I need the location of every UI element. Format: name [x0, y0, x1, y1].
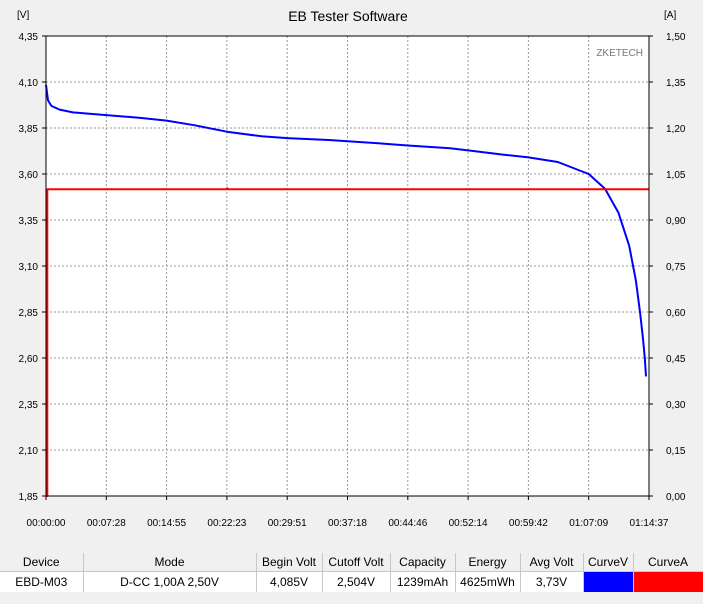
right-tick-label: 0,45: [666, 354, 686, 365]
cell-curve-a: [633, 571, 703, 592]
x-tick-label: 00:37:18: [328, 518, 367, 529]
left-tick-label: 4,10: [19, 78, 39, 89]
x-tick-label: 00:29:51: [268, 518, 307, 529]
left-tick-label: 3,10: [19, 262, 39, 273]
left-axis-ticks: 4,35 4,10 3,85 3,60 3,35 3,10 2,85 2,60 2,35 2,10…: [19, 32, 46, 503]
summary-table: Device Mode Begin Volt Cutoff Volt Capac…: [0, 553, 703, 592]
grid: [46, 36, 649, 496]
summary-header-row: Device Mode Begin Volt Cutoff Volt Capac…: [0, 553, 703, 572]
header-capacity[interactable]: Capacity: [390, 553, 456, 572]
cell-capacity: 1239mAh: [390, 571, 456, 592]
chart: EB Tester Software [V] [A] 4,35 4,10 3,85 3…: [17, 8, 686, 529]
x-tick-label: 00:52:14: [449, 518, 488, 529]
watermark: ZKETECH: [596, 48, 643, 59]
left-tick-label: 3,35: [19, 216, 39, 227]
chart-title: EB Tester Software: [288, 8, 408, 24]
left-tick-label: 3,60: [19, 170, 39, 181]
x-axis-ticks: 00:00:00 00:07:28 00:14:55 00:22:23 00:29:51…: [27, 496, 669, 529]
cell-energy: 4625mWh: [455, 571, 521, 592]
header-avg-volt[interactable]: Avg Volt: [520, 553, 584, 572]
cell-curve-v: [583, 571, 634, 592]
left-axis-unit: [V]: [17, 10, 29, 21]
left-tick-label: 1,85: [19, 492, 39, 503]
voltage-curve: [45, 84, 647, 377]
left-tick-label: 4,35: [19, 32, 39, 43]
right-tick-label: 0,90: [666, 216, 686, 227]
cell-avg-volt: 3,73V: [520, 571, 584, 592]
curve-a-swatch: [633, 572, 702, 592]
x-tick-label: 00:14:55: [147, 518, 186, 529]
header-device[interactable]: Device: [0, 553, 84, 572]
left-tick-label: 2,10: [19, 446, 39, 457]
x-tick-label: 01:14:37: [630, 518, 669, 529]
x-tick-label: 00:00:00: [27, 518, 66, 529]
right-tick-label: 0,60: [666, 308, 686, 319]
right-axis-ticks: 1,50 1,35 1,20 1,05 0,90 0,75 0,60 0,45 0,30 0,15…: [649, 32, 686, 503]
right-tick-label: 0,15: [666, 446, 686, 457]
table-row[interactable]: EBD-M03 D-CC 1,00A 2,50V 4,085V 2,504V 1…: [0, 571, 703, 592]
right-tick-label: 1,50: [666, 32, 686, 43]
right-tick-label: 1,05: [666, 170, 686, 181]
right-tick-label: 1,35: [666, 78, 686, 89]
cell-device: EBD-M03: [0, 571, 84, 592]
left-tick-label: 2,60: [19, 354, 39, 365]
cell-mode: D-CC 1,00A 2,50V: [83, 571, 257, 592]
header-mode[interactable]: Mode: [83, 553, 257, 572]
curve-v-swatch: [583, 572, 632, 592]
header-cutoff-volt[interactable]: Cutoff Volt: [322, 553, 391, 572]
header-curve-a[interactable]: CurveA: [633, 553, 703, 572]
cell-cutoff-volt: 2,504V: [322, 571, 391, 592]
x-tick-label: 00:22:23: [207, 518, 246, 529]
right-tick-label: 0,30: [666, 400, 686, 411]
left-tick-label: 2,35: [19, 400, 39, 411]
right-tick-label: 0,75: [666, 262, 686, 273]
left-tick-label: 2,85: [19, 308, 39, 319]
x-tick-label: 00:44:46: [388, 518, 427, 529]
header-curve-v[interactable]: CurveV: [583, 553, 634, 572]
header-energy[interactable]: Energy: [455, 553, 521, 572]
x-tick-label: 00:59:42: [509, 518, 548, 529]
right-tick-label: 0,00: [666, 492, 686, 503]
cell-begin-volt: 4,085V: [256, 571, 323, 592]
x-tick-label: 00:07:28: [87, 518, 126, 529]
plot-border: [45, 35, 650, 497]
left-tick-label: 3,85: [19, 124, 39, 135]
x-tick-label: 01:07:09: [569, 518, 608, 529]
right-axis-unit: [A]: [664, 10, 676, 21]
right-tick-label: 1,20: [666, 124, 686, 135]
header-begin-volt[interactable]: Begin Volt: [256, 553, 323, 572]
